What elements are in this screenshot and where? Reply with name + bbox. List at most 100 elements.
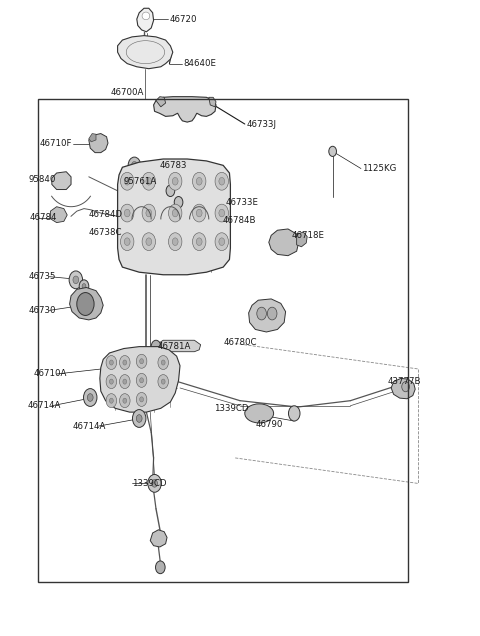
Text: 46784D: 46784D <box>89 211 123 219</box>
Text: 46720: 46720 <box>169 15 197 24</box>
Circle shape <box>215 204 228 222</box>
Text: 95761A: 95761A <box>123 177 156 186</box>
Text: 84640E: 84640E <box>184 59 217 68</box>
Circle shape <box>172 177 178 185</box>
Circle shape <box>151 340 161 353</box>
Ellipse shape <box>245 404 274 423</box>
Circle shape <box>73 276 79 284</box>
Circle shape <box>172 209 178 217</box>
Circle shape <box>196 238 202 245</box>
Polygon shape <box>50 207 67 223</box>
Circle shape <box>77 293 94 315</box>
Polygon shape <box>391 378 415 399</box>
Circle shape <box>123 398 127 403</box>
Text: 46714A: 46714A <box>73 422 107 431</box>
Polygon shape <box>137 8 154 32</box>
Circle shape <box>124 177 130 185</box>
Circle shape <box>219 177 225 185</box>
Circle shape <box>106 394 117 408</box>
Polygon shape <box>52 172 71 190</box>
Text: 46790: 46790 <box>255 420 283 429</box>
Circle shape <box>109 398 113 403</box>
Text: 43777B: 43777B <box>388 377 421 386</box>
Text: 46714A: 46714A <box>28 401 61 410</box>
Circle shape <box>140 378 144 383</box>
Text: 46781A: 46781A <box>157 342 191 351</box>
Circle shape <box>120 172 134 190</box>
Circle shape <box>124 209 130 217</box>
Circle shape <box>106 375 117 389</box>
Circle shape <box>192 233 206 251</box>
Circle shape <box>82 284 86 289</box>
Circle shape <box>132 410 146 427</box>
Text: 46733E: 46733E <box>226 198 259 207</box>
Polygon shape <box>269 229 299 256</box>
Polygon shape <box>297 232 307 247</box>
Circle shape <box>329 146 336 156</box>
Circle shape <box>120 375 130 389</box>
Text: 1125KG: 1125KG <box>362 164 397 173</box>
Circle shape <box>109 360 113 365</box>
Text: 46700A: 46700A <box>110 88 144 97</box>
Circle shape <box>152 480 157 487</box>
Polygon shape <box>209 97 216 107</box>
Circle shape <box>156 561 165 574</box>
Text: 46784B: 46784B <box>222 216 256 225</box>
Circle shape <box>69 271 83 289</box>
Circle shape <box>124 238 130 245</box>
Circle shape <box>192 172 206 190</box>
Polygon shape <box>150 530 167 547</box>
Polygon shape <box>156 97 166 107</box>
Circle shape <box>142 233 156 251</box>
Circle shape <box>158 356 168 370</box>
Circle shape <box>120 394 130 408</box>
Polygon shape <box>89 134 96 142</box>
Polygon shape <box>70 287 103 320</box>
Circle shape <box>140 397 144 402</box>
Circle shape <box>123 360 127 365</box>
Text: 46710A: 46710A <box>34 370 67 378</box>
Circle shape <box>192 204 206 222</box>
Polygon shape <box>100 347 180 412</box>
Circle shape <box>132 162 137 169</box>
Circle shape <box>174 197 183 208</box>
Circle shape <box>219 238 225 245</box>
Circle shape <box>161 379 165 384</box>
Text: 46784: 46784 <box>30 213 57 222</box>
Circle shape <box>146 209 152 217</box>
Circle shape <box>288 406 300 421</box>
Polygon shape <box>89 134 108 153</box>
Text: 1339CD: 1339CD <box>214 404 248 413</box>
Text: 46718E: 46718E <box>292 231 325 240</box>
Circle shape <box>146 177 152 185</box>
Circle shape <box>142 204 156 222</box>
Polygon shape <box>118 36 173 69</box>
Circle shape <box>136 354 147 368</box>
Circle shape <box>140 359 144 364</box>
Text: 1339CD: 1339CD <box>132 479 167 488</box>
Circle shape <box>215 233 228 251</box>
Text: 46738C: 46738C <box>89 228 122 237</box>
Circle shape <box>128 157 141 174</box>
Text: 46733J: 46733J <box>246 120 276 128</box>
Text: 46780C: 46780C <box>223 338 257 347</box>
Circle shape <box>172 238 178 245</box>
Bar <box>38 99 408 582</box>
Text: 46710F: 46710F <box>39 139 72 148</box>
Circle shape <box>79 280 89 293</box>
Circle shape <box>84 389 97 406</box>
Circle shape <box>196 177 202 185</box>
Circle shape <box>120 356 130 370</box>
Circle shape <box>219 209 225 217</box>
Circle shape <box>158 375 168 389</box>
Circle shape <box>161 360 165 365</box>
Circle shape <box>267 307 277 320</box>
Circle shape <box>257 307 266 320</box>
Text: 46735: 46735 <box>29 272 56 281</box>
Polygon shape <box>249 299 286 332</box>
Circle shape <box>168 233 182 251</box>
Text: 95840: 95840 <box>29 176 56 184</box>
Circle shape <box>123 379 127 384</box>
Circle shape <box>120 233 134 251</box>
Circle shape <box>402 382 409 392</box>
